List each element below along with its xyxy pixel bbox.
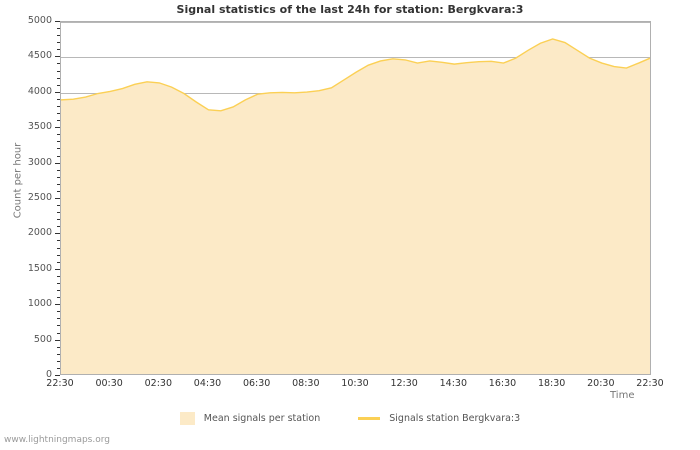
y-axis-minor-tick [57, 282, 60, 284]
y-axis-minor-tick [57, 141, 60, 143]
y-axis-minor-tick [57, 77, 60, 79]
x-axis-tick-label: 16:30 [488, 378, 517, 389]
y-axis-minor-tick [57, 84, 60, 86]
x-axis-tick-label: 22:30 [636, 378, 664, 389]
chart-title: Signal statistics of the last 24h for st… [176, 3, 524, 16]
y-axis-tick-mark [55, 127, 60, 129]
y-axis-tick-label: 1000 [27, 298, 52, 310]
series-line [61, 38, 650, 112]
y-axis-tick-label: 4500 [27, 50, 52, 62]
y-axis-tick-label: 5000 [27, 15, 52, 26]
y-axis-tick-label: 500 [33, 333, 52, 345]
gridline [61, 22, 650, 23]
y-axis-minor-tick [57, 346, 60, 348]
y-axis-tick-mark [55, 162, 60, 164]
y-axis-tick-label: 0 [45, 369, 52, 380]
y-axis-tick-label: 2500 [27, 192, 52, 203]
y-axis-tick-mark [55, 56, 60, 58]
y-axis-minor-tick [57, 325, 60, 327]
y-axis-tick-label: 3500 [27, 121, 52, 133]
plot-area [60, 21, 651, 375]
x-axis-tick-label: 22:30 [46, 378, 74, 389]
y-axis-tick-mark [55, 268, 60, 270]
y-axis-minor-tick [57, 318, 60, 320]
legend-label-station: Signals station Bergkvara:3 [389, 413, 521, 424]
y-axis-tick-mark [55, 21, 60, 22]
legend-item-mean[interactable]: Mean signals per station [179, 412, 321, 425]
y-axis-minor-tick [57, 353, 60, 355]
x-axis-tick-label: 20:30 [587, 378, 615, 389]
y-axis-tick-mark [55, 304, 60, 306]
y-axis-minor-tick [57, 254, 60, 256]
gridline [61, 57, 650, 58]
y-axis-minor-tick [57, 367, 60, 369]
y-axis-tick-label: 3000 [27, 156, 52, 168]
y-axis-minor-tick [57, 42, 60, 44]
x-axis-tick-label: 00:30 [95, 378, 123, 389]
x-axis-title: Time [610, 390, 635, 401]
y-axis-minor-tick [57, 155, 60, 157]
x-axis-tick-label: 08:30 [292, 378, 320, 389]
y-axis-tick-mark [55, 198, 60, 199]
y-axis-minor-tick [57, 169, 60, 171]
x-axis-tick-label: 10:30 [341, 378, 369, 389]
y-axis-minor-tick [57, 70, 60, 72]
y-axis-minor-tick [57, 105, 60, 107]
y-axis-minor-tick [57, 275, 60, 277]
x-axis-tick-label: 06:30 [242, 378, 271, 389]
y-axis-tick-label: 4000 [27, 85, 52, 97]
y-axis-minor-tick [57, 134, 60, 136]
y-axis-minor-tick [57, 120, 60, 122]
x-axis-tick-label: 02:30 [144, 378, 173, 389]
y-axis-minor-tick [57, 247, 60, 249]
y-axis-minor-tick [57, 35, 60, 37]
y-axis-minor-tick [57, 332, 60, 334]
series-area-fill [61, 38, 650, 374]
x-axis-tick-label: 14:30 [439, 378, 468, 389]
x-axis-tick-label: 18:30 [537, 378, 566, 389]
y-axis-minor-tick [57, 297, 60, 299]
x-axis-tick-label: 12:30 [390, 378, 418, 389]
y-axis-minor-tick [57, 190, 60, 192]
y-axis-tick-label: 1500 [27, 262, 52, 274]
y-axis-tick-label: 2000 [27, 227, 52, 239]
y-axis-minor-tick [57, 290, 60, 292]
y-axis-minor-tick [57, 240, 60, 242]
y-axis-minor-tick [57, 360, 60, 362]
legend-line-swatch-icon [358, 417, 381, 420]
y-axis-minor-tick [57, 226, 60, 228]
y-axis-minor-tick [57, 261, 60, 263]
data-series-area [61, 38, 650, 374]
y-axis-minor-tick [57, 113, 60, 115]
footer-credit: www.lightningmaps.org [4, 435, 110, 445]
y-axis-tick-mark [55, 233, 60, 235]
y-axis-minor-tick [57, 205, 60, 207]
y-axis-minor-tick [57, 98, 60, 100]
legend-item-station[interactable]: Signals station Bergkvara:3 [358, 413, 520, 424]
y-axis-minor-tick [57, 219, 60, 221]
y-axis-tick-mark [55, 375, 60, 376]
y-axis-tick-mark [55, 91, 60, 93]
legend-area-swatch-icon [179, 412, 195, 425]
x-axis-tick-label: 04:30 [193, 378, 222, 389]
y-axis-tick-mark [55, 339, 60, 341]
y-axis-minor-tick [57, 183, 60, 185]
y-axis-minor-tick [57, 176, 60, 178]
y-axis-minor-tick [57, 148, 60, 150]
y-axis-minor-tick [57, 63, 60, 65]
y-axis-minor-tick [57, 311, 60, 313]
chart-legend: Mean signals per station Signals station… [0, 412, 700, 425]
legend-label-mean: Mean signals per station [203, 413, 321, 424]
y-axis-minor-tick [57, 49, 60, 51]
y-axis-minor-tick [57, 28, 60, 30]
y-axis-minor-tick [57, 212, 60, 214]
